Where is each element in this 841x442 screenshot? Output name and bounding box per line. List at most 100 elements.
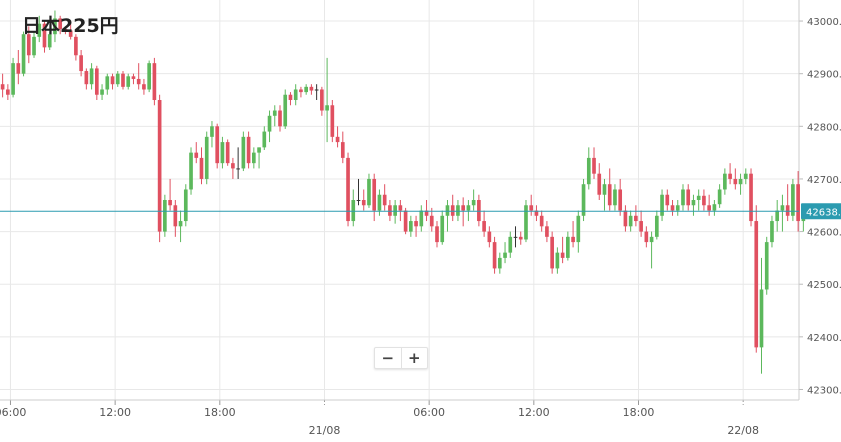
y-tick-label: 42400.0: [807, 333, 841, 344]
candle: [796, 171, 800, 232]
chart-title: 日本225円: [22, 15, 119, 37]
candle: [340, 131, 345, 164]
candle-body: [497, 257, 502, 269]
candle: [257, 147, 261, 169]
candle: [351, 189, 356, 227]
candle: [262, 126, 267, 150]
candle-body: [623, 210, 628, 227]
candle: [6, 84, 10, 100]
candle-body: [236, 168, 240, 170]
x-tick-label: 12:00: [99, 406, 131, 419]
candle: [534, 205, 539, 222]
candle-body: [696, 195, 701, 200]
candle-body: [361, 200, 366, 206]
candle-body: [503, 252, 507, 258]
candle-body: [147, 63, 151, 90]
candle: [231, 157, 235, 179]
candle: [325, 57, 329, 143]
candle-body: [6, 89, 10, 95]
candle-body: [702, 195, 706, 206]
candle-body: [581, 184, 586, 216]
candle-body: [325, 105, 329, 111]
candle-body: [89, 68, 94, 85]
candle-body: [152, 63, 157, 100]
candle: [639, 210, 643, 237]
candle-body: [262, 131, 267, 148]
candle-body: [63, 28, 68, 31]
candle: [424, 200, 429, 222]
candle-body: [16, 63, 21, 74]
candle-body: [634, 215, 638, 222]
candle: [330, 100, 335, 143]
candle-body: [335, 136, 340, 143]
candle: [403, 207, 408, 235]
candle: [388, 200, 392, 222]
candle: [555, 247, 560, 274]
zoom-divider: [400, 348, 402, 368]
y-tick-label: 42300.0: [807, 385, 841, 396]
candle-body: [550, 236, 554, 269]
candle: [586, 147, 591, 190]
candle-body: [691, 200, 696, 206]
candle: [236, 147, 240, 179]
candle-body: [435, 226, 439, 243]
candle: [398, 200, 403, 222]
candle: [267, 110, 272, 143]
candle: [372, 173, 377, 222]
candle: [246, 131, 251, 169]
zoom-out-button[interactable]: −: [375, 348, 401, 368]
candle-body: [686, 189, 691, 206]
candle: [592, 147, 596, 179]
candle: [524, 200, 528, 243]
candle: [644, 226, 649, 248]
candle: [759, 257, 764, 374]
zoom-controls: − +: [374, 347, 428, 369]
candle-body: [770, 221, 774, 243]
candle: [743, 168, 748, 185]
candle: [770, 215, 774, 248]
candle-body: [487, 231, 492, 243]
candle-body: [110, 76, 115, 85]
candle-body: [189, 152, 193, 190]
candle-body: [351, 200, 356, 222]
candle-body: [58, 18, 63, 29]
candle: [707, 194, 711, 216]
candle-body: [37, 23, 42, 37]
candle-body: [403, 210, 408, 232]
candle-body: [288, 94, 293, 100]
candle-body: [168, 200, 172, 206]
candle-body: [314, 89, 319, 91]
candle-body: [754, 221, 759, 348]
candle-body: [759, 289, 764, 348]
candle: [503, 242, 507, 264]
candle: [367, 173, 371, 208]
candle-body: [477, 200, 481, 222]
candle-body: [723, 173, 727, 190]
candle: [74, 34, 78, 61]
candle-body: [409, 221, 413, 232]
candle: [189, 147, 193, 195]
candle-body: [21, 34, 26, 74]
candle-body: [592, 157, 596, 174]
candle-body: [398, 205, 403, 211]
candle-body: [115, 73, 120, 85]
candle-body: [340, 142, 345, 158]
candle: [409, 215, 413, 237]
candle: [754, 205, 759, 353]
candle: [26, 26, 31, 64]
candle: [686, 184, 691, 211]
zoom-in-button[interactable]: +: [402, 348, 428, 368]
x-tick-label: 06:00: [0, 406, 26, 419]
y-tick-label: 42800.0: [807, 122, 841, 133]
candle: [320, 86, 324, 116]
candle: [696, 189, 701, 211]
candle: [157, 94, 162, 243]
candle: [152, 57, 157, 106]
candle: [466, 200, 471, 222]
candle-body: [100, 89, 104, 95]
candle-body: [241, 136, 246, 169]
candle-body: [267, 115, 272, 132]
candle: [634, 205, 638, 227]
